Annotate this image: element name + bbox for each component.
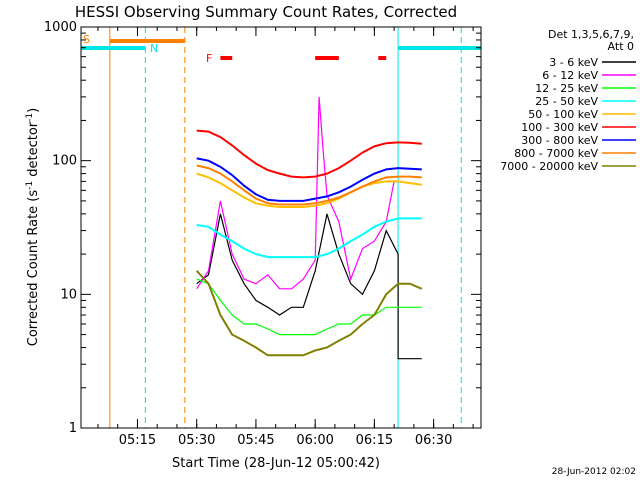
- legend-header-line-1: Det 1,3,5,6,7,9,: [548, 28, 634, 41]
- x-tick-label: 05:45: [237, 433, 274, 448]
- flag-bars: S N F: [81, 27, 481, 428]
- x-tick-label: 05:30: [178, 433, 215, 448]
- legend-label: 3 - 6 keV: [549, 56, 598, 69]
- x-tick-label: 06:30: [415, 433, 452, 448]
- x-tick-label: 05:15: [119, 433, 156, 448]
- y-axis-title: Corrected Count Rate (s-1 detector-1): [25, 108, 41, 346]
- series-line-5: [196, 129, 422, 179]
- legend-label: 12 - 25 keV: [535, 82, 598, 95]
- y-tick-label: 1000: [44, 20, 77, 35]
- legend-label: 100 - 300 keV: [521, 121, 598, 134]
- x-tick-label: 06:00: [296, 433, 333, 448]
- series-lines: [195, 96, 423, 360]
- legend-header-line-2: Att 0: [608, 40, 634, 53]
- y-axis: 1 10 100 1000: [44, 20, 481, 436]
- y-tick-label: 10: [60, 287, 77, 302]
- flag-label-f: F: [206, 52, 212, 65]
- flag-label-s: S: [83, 33, 90, 46]
- series-line-7: [196, 164, 422, 206]
- legend-label: 50 - 100 keV: [528, 108, 598, 121]
- series-line-3: [196, 217, 422, 259]
- series-line-1: [196, 96, 395, 290]
- series-line-0: [196, 213, 422, 360]
- x-axis: 05:15 05:30 05:45 06:00 06:15 06:30: [97, 27, 474, 448]
- series-line-4: [196, 172, 422, 208]
- flag-label-n: N: [150, 42, 158, 55]
- chart-title: HESSI Observing Summary Count Rates, Cor…: [75, 3, 457, 21]
- series-line-8: [195, 270, 423, 357]
- series-line-6: [196, 157, 422, 202]
- series-line-2: [196, 278, 422, 336]
- legend-label: 800 - 7000 keV: [514, 147, 598, 160]
- date-stamp: 28-Jun-2012 02:02: [552, 467, 636, 477]
- y-tick-label: 100: [52, 154, 77, 169]
- legend-label: 25 - 50 keV: [535, 95, 598, 108]
- x-axis-title: Start Time (28-Jun-12 05:00:42): [172, 456, 380, 471]
- legend-label: 6 - 12 keV: [542, 69, 598, 82]
- x-tick-label: 06:15: [356, 433, 393, 448]
- legend-label: 7000 - 20000 keV: [500, 160, 598, 173]
- plot-frame: [80, 26, 482, 429]
- y-tick-label: 1: [69, 421, 77, 436]
- legend-label: 300 - 800 keV: [521, 134, 598, 147]
